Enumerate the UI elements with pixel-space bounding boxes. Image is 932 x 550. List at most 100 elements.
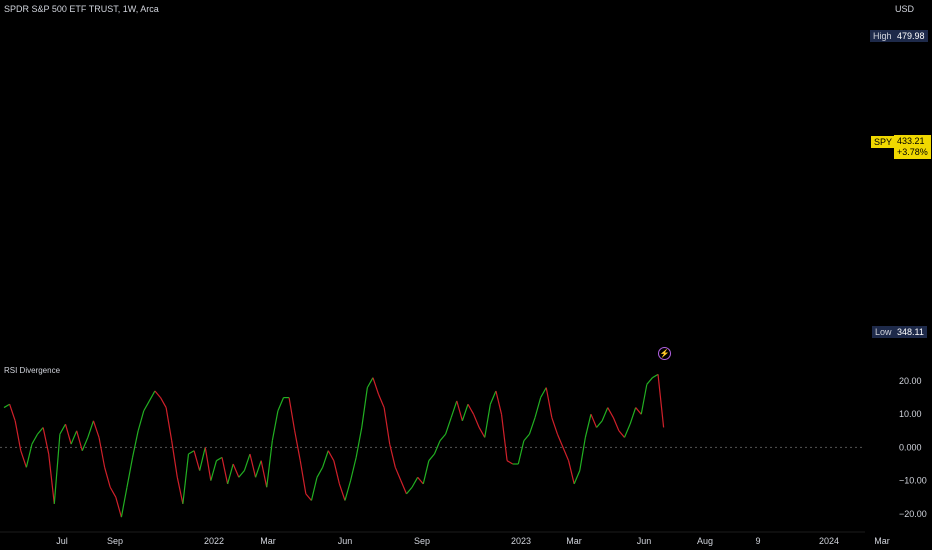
indicator-title: RSI Divergence [4,366,61,375]
rsi-segment [584,414,592,438]
rsi-segment [126,457,134,488]
rsi-segment [551,417,558,435]
last-price-value: 433.21 [897,136,925,146]
rsi-segment [333,460,340,485]
rsi-segment [338,483,346,501]
rsi-segment [445,417,452,435]
time-tick-label: Mar [260,536,276,546]
time-tick-label: 9 [755,536,760,546]
rsi-segment [394,467,402,481]
rsi-segment [216,456,223,462]
rsi-segment [204,447,212,481]
rsi-segment [254,460,262,478]
rsi-segment [618,430,625,438]
rsi-segment [53,434,61,504]
rsi-segment [601,407,609,422]
rsi-segment [42,427,50,455]
rsi-segment [389,443,396,468]
rsi-segment [232,463,240,478]
high-value: 479.98 [894,30,928,42]
rsi-segment [461,404,469,422]
rsi-segment [383,407,391,445]
rsi-segment [48,453,55,504]
rsi-segment [456,400,463,422]
rsi-segment [652,373,659,379]
rsi-segment [411,476,419,488]
rsi-segment [92,420,100,438]
rsi-segment [528,417,536,435]
rsi-segment [288,397,296,431]
flash-icon[interactable]: ⚡ [658,347,671,360]
rsi-segment [590,413,598,428]
rsi-segment [344,480,352,501]
time-tick-label: Jun [338,536,353,546]
currency-label: USD [894,4,914,14]
rsi-segment [489,390,497,405]
rsi-segment [76,430,83,451]
rsi-segment [327,450,335,461]
rsi-segment [249,453,257,478]
rsi-segment [120,487,128,518]
time-tick-label: Jun [637,536,652,546]
rsi-segment [70,430,78,445]
rsi-segment [417,476,424,485]
rsi-segment [478,427,486,438]
rsi-pane [0,373,865,518]
rsi-segment [629,407,637,425]
chart-title: SPDR S&P 500 ETF TRUST, 1W, Arca [4,4,159,14]
rsi-segment [137,410,145,431]
rsi-segment [148,390,156,402]
rsi-segment [3,403,10,409]
rsi-segment [366,377,374,388]
rsi-segment [199,447,206,471]
rsi-segment [534,397,542,418]
time-tick-label: Mar [874,536,890,546]
rsi-tick-label: 0.000 [899,442,922,452]
rsi-segment [87,420,95,438]
rsi-segment [433,440,441,455]
rsi-segment [165,407,173,441]
rsi-segment [640,384,648,415]
rsi-segment [271,410,279,441]
time-tick-label: 2022 [204,536,224,546]
rsi-segment [25,443,33,468]
rsi-segment [176,477,184,504]
rsi-segment [154,390,161,398]
rsi-segment [562,447,570,461]
rsi-segment [377,394,385,408]
rsi-tick-label: 10.00 [899,409,922,419]
rsi-segment [322,450,329,468]
time-tick-label: Jul [56,536,68,546]
rsi-segment [9,404,16,422]
rsi-segment [467,403,475,415]
rsi-segment [115,497,122,518]
rsi-segment [540,387,547,398]
rsi-segment [428,453,435,462]
rsi-axis: 20.00 10.00 0.000 −10.00 −20.00 [899,376,927,519]
rsi-segment [299,460,307,494]
rsi-segment [506,460,513,465]
rsi-tick-label: 20.00 [899,376,922,386]
rsi-segment [372,377,380,395]
rsi-segment [14,420,22,451]
time-axis: Jul Sep 2022 Mar Jun Sep 2023 Mar Jun Aug 9 2024 Mar [0,531,890,546]
rsi-segment [400,480,408,495]
rsi-segment [188,450,195,455]
rsi-segment [450,400,458,418]
rsi-segment [221,457,229,485]
rsi-segment [227,463,234,485]
time-tick-label: Sep [414,536,430,546]
rsi-segment [545,387,553,418]
time-tick-label: 2023 [511,536,531,546]
last-price-change: +3.78% [897,147,928,157]
rsi-segment [355,427,363,458]
rsi-segment [305,493,312,501]
rsi-segment [439,433,447,442]
low-value: 348.11 [894,326,927,338]
rsi-segment [31,433,39,445]
high-label: High [870,30,895,42]
rsi-segment [500,414,508,461]
rsi-segment [37,427,44,435]
rsi-segment [596,420,603,428]
